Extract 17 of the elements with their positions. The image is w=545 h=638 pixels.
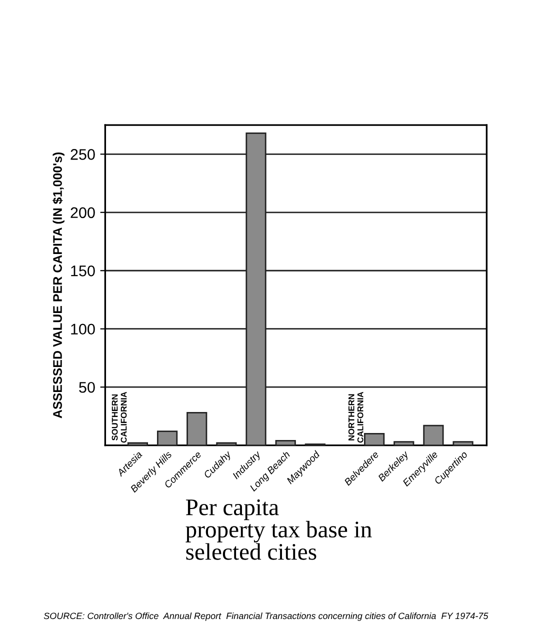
bar (156, 430, 178, 446)
bar (186, 412, 208, 446)
y-tick-label: 150 (71, 265, 95, 276)
y-axis-title: ASSESSED VALUE PER CAPITA (IN $1,000's) (52, 152, 64, 418)
y-tick-label: 250 (70, 149, 95, 160)
bar (452, 441, 474, 446)
bar (423, 424, 444, 446)
y-tick-label: 50 (79, 382, 95, 393)
annotation: SOUTHERN CALIFORNIA (112, 392, 127, 443)
text: Per capita property tax base in selected cities (186, 499, 372, 560)
bar (394, 441, 414, 446)
bar (275, 440, 296, 446)
source-note: SOURCE: Controller's Office Annual Report Financial Transactions concerning cities of California FY 1974-75 (44, 612, 488, 621)
y-tick-label: 100 (71, 324, 95, 335)
annotation: NORTHERN CALIFORNIA (348, 392, 364, 443)
bar (364, 432, 385, 446)
y-tick-label: 200 (70, 207, 95, 218)
